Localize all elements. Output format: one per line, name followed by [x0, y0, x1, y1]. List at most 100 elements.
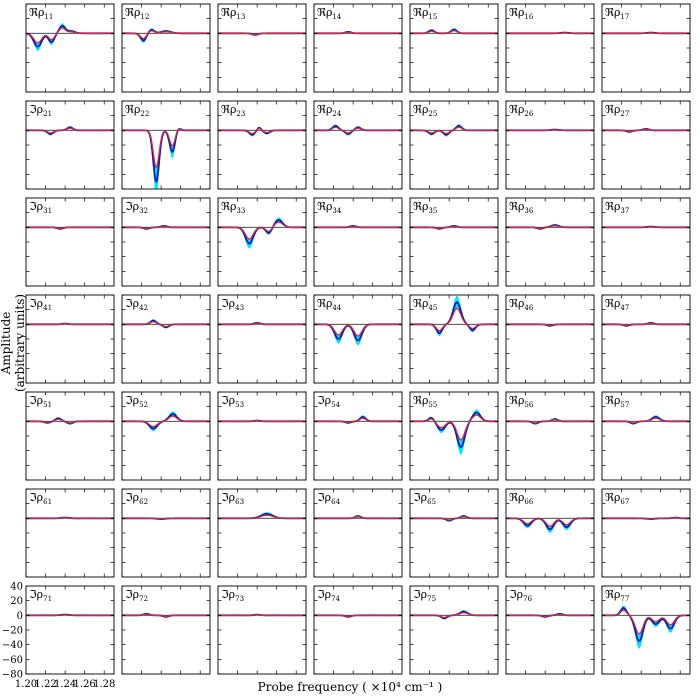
model-line [122, 128, 210, 169]
panel-31: ℑρ31 [25, 197, 115, 287]
panel-37: ℜρ37 [601, 197, 691, 287]
panel-label: ℜρ37 [605, 200, 629, 215]
panel-label: ℜρ11 [29, 6, 53, 21]
model-line [602, 128, 690, 133]
model-line [218, 420, 306, 422]
uncertainty-band [602, 415, 690, 425]
model-line [506, 129, 594, 131]
mean-line [122, 128, 210, 183]
model-line [506, 32, 594, 34]
panel-label: ℑρ65 [413, 491, 436, 506]
panel-41: ℑρ41 [25, 294, 115, 384]
panel-36: ℜρ36 [505, 197, 595, 287]
panel-label: ℑρ71 [29, 588, 52, 603]
panel-label: ℜρ45 [413, 297, 437, 312]
y-tick-label: −80 [2, 670, 23, 681]
panel-75: ℑρ75 [409, 585, 499, 675]
panel-label: ℑρ54 [317, 394, 341, 409]
panel-24: ℜρ24 [313, 100, 403, 190]
panel-16: ℜρ16 [505, 3, 595, 93]
panel-label: ℜρ26 [509, 103, 534, 118]
model-line [26, 418, 114, 424]
model-line [602, 609, 690, 635]
panel-65: ℑρ65 [409, 488, 499, 578]
panel-55: ℜρ55 [409, 391, 499, 481]
panel-label: ℑρ62 [125, 491, 148, 506]
y-tick-label: −20 [2, 626, 23, 637]
panel-66: ℜρ66 [505, 488, 595, 578]
x-tick-label: 1.26 [74, 679, 96, 690]
panel-22: ℜρ22 [121, 100, 211, 190]
panel-label: ℑρ64 [317, 491, 341, 506]
panel-label: ℜρ16 [509, 6, 534, 21]
model-line [410, 516, 498, 521]
uncertainty-band [410, 409, 498, 455]
panel-14: ℜρ14 [313, 3, 403, 93]
panel-label: ℜρ77 [605, 588, 629, 603]
mean-line [218, 219, 306, 245]
panel-label: ℜρ44 [317, 297, 342, 312]
model-line [26, 323, 114, 325]
panel-27: ℜρ27 [601, 100, 691, 190]
panel-46: ℜρ46 [505, 294, 595, 384]
panel-25: ℜρ25 [409, 100, 499, 190]
panel-label: ℑρ21 [29, 103, 52, 118]
x-tick-label: 1.20 [15, 679, 37, 690]
panel-13: ℜρ13 [217, 3, 307, 93]
model-line [26, 127, 114, 134]
panel-label: ℑρ31 [29, 200, 52, 215]
model-line [122, 613, 210, 618]
model-line [122, 321, 210, 328]
panel-45: ℜρ45 [409, 294, 499, 384]
panel-label: ℑρ32 [125, 200, 148, 215]
model-line [410, 414, 498, 441]
panel-label: ℜρ25 [413, 103, 437, 118]
panel-35: ℜρ35 [409, 197, 499, 287]
model-line [314, 126, 402, 134]
model-line [122, 225, 210, 230]
model-line [314, 417, 402, 424]
panel-43: ℑρ43 [217, 294, 307, 384]
model-line [410, 30, 498, 34]
panel-11: ℜρ11 [25, 3, 115, 93]
panel-label: ℜρ22 [125, 103, 149, 118]
panel-63: ℑρ63 [217, 488, 307, 578]
panel-12: ℜρ12 [121, 3, 211, 93]
panel-51: ℑρ51 [25, 391, 115, 481]
uncertainty-band [314, 323, 402, 346]
panel-42: ℑρ42 [121, 294, 211, 384]
panel-label: ℜρ23 [221, 103, 245, 118]
panel-72: ℑρ72 [121, 585, 211, 675]
panel-label: ℜρ12 [125, 6, 149, 21]
panel-label: ℑρ76 [509, 588, 533, 603]
panel-label: ℜρ35 [413, 200, 437, 215]
panel-26: ℜρ26 [505, 100, 595, 190]
y-tick-label: 40 [10, 582, 23, 593]
model-line [506, 517, 594, 527]
panel-56: ℜρ56 [505, 391, 595, 481]
mean-line [602, 607, 690, 642]
model-line [218, 322, 306, 325]
panel-label: ℜρ46 [509, 297, 534, 312]
model-line [506, 323, 594, 327]
model-line [218, 127, 306, 135]
panel-61: ℑρ61 [25, 488, 115, 578]
panel-52: ℑρ52 [121, 391, 211, 481]
panel-label: ℑρ73 [221, 588, 244, 603]
panel-label: ℜρ36 [509, 200, 534, 215]
model-line [314, 516, 402, 519]
panel-53: ℑρ53 [217, 391, 307, 481]
panel-71: ℑρ71 40 20 0 −20 −40 −60 −801.201.221.241.261.2… [2, 582, 115, 691]
panel-label: ℜρ15 [413, 6, 437, 21]
panel-64: ℑρ64 [313, 488, 403, 578]
panel-label: ℜρ67 [605, 491, 629, 506]
panel-label: ℜρ14 [317, 6, 342, 21]
uncertainty-band [218, 217, 306, 249]
x-tick-label: 1.22 [34, 679, 56, 690]
x-axis-label: Probe frequency ( ×10⁴ cm⁻¹ ) [257, 680, 443, 694]
model-line [410, 225, 498, 230]
panel-label: ℑρ53 [221, 394, 244, 409]
panel-76: ℑρ76 [505, 585, 595, 675]
mean-line [218, 126, 306, 136]
